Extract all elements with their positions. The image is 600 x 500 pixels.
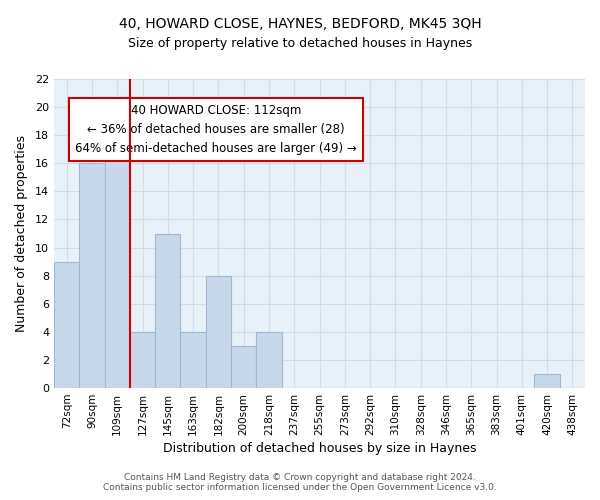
Bar [54,262,79,388]
Text: 40 HOWARD CLOSE: 112sqm
← 36% of detached houses are smaller (28)
64% of semi-de: 40 HOWARD CLOSE: 112sqm ← 36% of detache… [75,104,357,154]
Bar [130,332,155,388]
Y-axis label: Number of detached properties: Number of detached properties [15,135,28,332]
Bar [79,164,104,388]
Text: 40, HOWARD CLOSE, HAYNES, BEDFORD, MK45 3QH: 40, HOWARD CLOSE, HAYNES, BEDFORD, MK45 … [119,18,481,32]
Bar [104,135,130,388]
Bar [535,374,560,388]
Text: Contains HM Land Registry data © Crown copyright and database right 2024.
Contai: Contains HM Land Registry data © Crown c… [103,473,497,492]
X-axis label: Distribution of detached houses by size in Haynes: Distribution of detached houses by size … [163,442,476,455]
Bar [231,346,256,388]
Bar [206,276,231,388]
Bar [155,234,181,388]
Bar [256,332,281,388]
Bar [181,332,206,388]
Text: Size of property relative to detached houses in Haynes: Size of property relative to detached ho… [128,38,472,51]
